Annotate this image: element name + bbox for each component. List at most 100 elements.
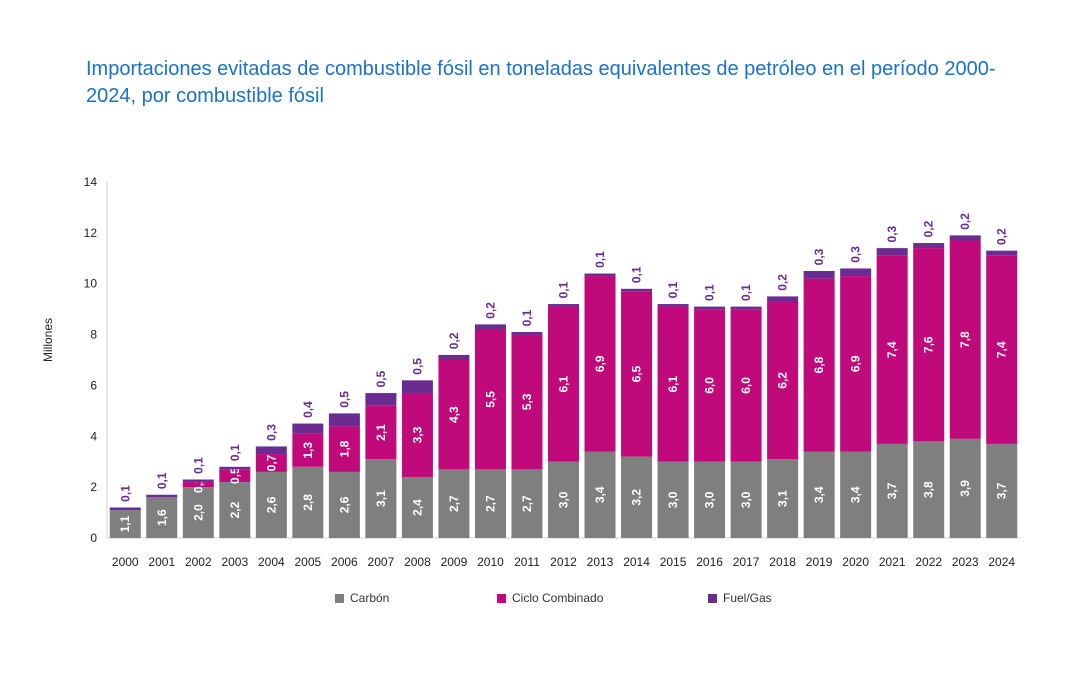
data-label: 6,9 xyxy=(849,355,863,372)
bar-segment xyxy=(730,309,762,462)
data-label: 3,0 xyxy=(666,491,680,508)
data-label: 3,1 xyxy=(776,490,790,507)
bar-segment xyxy=(876,255,908,444)
legend-swatch-ciclo-combinado xyxy=(497,593,506,603)
data-label: 7,4 xyxy=(995,341,1009,358)
bar-segment xyxy=(803,271,835,279)
x-tick-label: 2002 xyxy=(185,555,212,569)
data-label: 0,3 xyxy=(885,225,899,242)
data-label: 0,5 xyxy=(374,370,388,387)
bar-segment xyxy=(548,461,579,538)
data-label: 1,1 xyxy=(118,515,132,532)
data-label: 5,3 xyxy=(520,393,534,410)
data-label: 6,1 xyxy=(666,375,680,392)
data-label: 5,5 xyxy=(483,391,497,408)
y-tick-label: 14 xyxy=(84,175,98,189)
bar-segment xyxy=(657,461,689,538)
x-tick-label: 2007 xyxy=(368,555,395,569)
bar-segment xyxy=(913,248,945,442)
data-label: 3,0 xyxy=(557,491,571,508)
data-label: 0,1 xyxy=(739,284,753,301)
data-label: 0,5 xyxy=(410,358,424,375)
y-tick-label: 10 xyxy=(84,277,98,291)
bar-segment xyxy=(401,393,433,477)
bar-segment xyxy=(694,461,726,538)
data-label: 6,8 xyxy=(812,356,826,373)
chart-title: Importaciones evitadas de combustible fó… xyxy=(86,58,996,107)
data-label: 2,7 xyxy=(483,495,497,512)
bar-segment xyxy=(548,304,579,307)
data-label: 0,1 xyxy=(593,251,607,268)
bar-segment xyxy=(182,487,214,538)
x-tick-label: 2013 xyxy=(587,555,614,569)
bar-segment xyxy=(438,360,470,470)
data-label: 6,0 xyxy=(703,377,717,394)
bar-segment xyxy=(255,454,287,472)
data-label: 0,2 xyxy=(776,274,790,291)
bar-segment xyxy=(438,354,470,360)
bar-segment xyxy=(913,441,945,538)
bar-segment xyxy=(328,426,360,472)
y-tick-label: 6 xyxy=(90,378,97,392)
bar-segment xyxy=(255,446,287,455)
bar-segment xyxy=(949,438,981,538)
bar-segment xyxy=(986,443,1018,538)
bar-segment xyxy=(621,291,653,457)
x-tick-label: 2012 xyxy=(550,555,577,569)
data-label: 3,7 xyxy=(885,482,899,499)
bar-segment xyxy=(767,296,799,302)
bar-segment xyxy=(182,479,214,483)
data-label: 3,7 xyxy=(995,482,1009,499)
bar-segment xyxy=(803,451,835,538)
legend-label-ciclo-combinado: Ciclo Combinado xyxy=(512,591,604,605)
data-label: 3,1 xyxy=(374,490,388,507)
data-label: 0,1 xyxy=(557,281,571,298)
legend-item-fuel-gas: Fuel/Gas xyxy=(708,591,772,605)
x-tick-label: 2006 xyxy=(331,555,358,569)
data-label: 6,5 xyxy=(630,365,644,382)
legend: Carbón Ciclo Combinado Fuel/Gas xyxy=(0,591,1080,607)
bar-segment xyxy=(657,306,689,462)
bar-segment xyxy=(146,497,178,538)
x-tick-label: 2023 xyxy=(952,555,979,569)
legend-item-ciclo-combinado: Ciclo Combinado xyxy=(497,591,603,605)
data-label: 0,5 xyxy=(337,391,351,408)
data-label: 0,2 xyxy=(995,228,1009,245)
y-tick-label: 4 xyxy=(90,429,97,443)
data-label: 2,7 xyxy=(447,495,461,512)
x-tick-label: 2014 xyxy=(623,555,650,569)
data-label: 0,2 xyxy=(191,476,205,493)
data-label: 2,1 xyxy=(374,424,388,441)
data-label: 0,1 xyxy=(228,444,242,461)
bar-segment xyxy=(840,451,872,538)
data-label: 1,6 xyxy=(155,509,169,526)
data-label: 0,1 xyxy=(630,266,644,283)
data-label: 3,4 xyxy=(593,486,607,503)
data-label: 0,1 xyxy=(155,472,169,489)
data-label: 2,0 xyxy=(191,504,205,521)
bar-segment xyxy=(292,433,324,467)
bar-segment xyxy=(328,413,360,427)
data-label: 3,2 xyxy=(630,489,644,506)
data-label: 6,0 xyxy=(739,377,753,394)
data-label: 6,9 xyxy=(593,355,607,372)
bar-segment xyxy=(328,471,360,538)
bar-segment xyxy=(876,443,908,538)
bar-segment xyxy=(219,466,251,470)
data-label: 3,3 xyxy=(410,426,424,443)
data-label: 7,6 xyxy=(922,336,936,353)
bar-segment xyxy=(219,482,251,538)
bar-segment xyxy=(292,423,324,434)
bar-segment xyxy=(949,235,981,241)
bar-segment xyxy=(730,461,762,538)
x-tick-label: 2011 xyxy=(514,555,540,569)
x-tick-label: 2005 xyxy=(295,555,322,569)
bar-segment xyxy=(840,276,872,452)
bar-segment xyxy=(986,255,1018,444)
bar-segment xyxy=(511,334,543,470)
data-label: 0,1 xyxy=(118,485,132,502)
bar-segment xyxy=(584,273,616,277)
data-label: 0,2 xyxy=(483,302,497,319)
data-label: 2,8 xyxy=(301,494,315,511)
bar-segment xyxy=(986,250,1018,256)
